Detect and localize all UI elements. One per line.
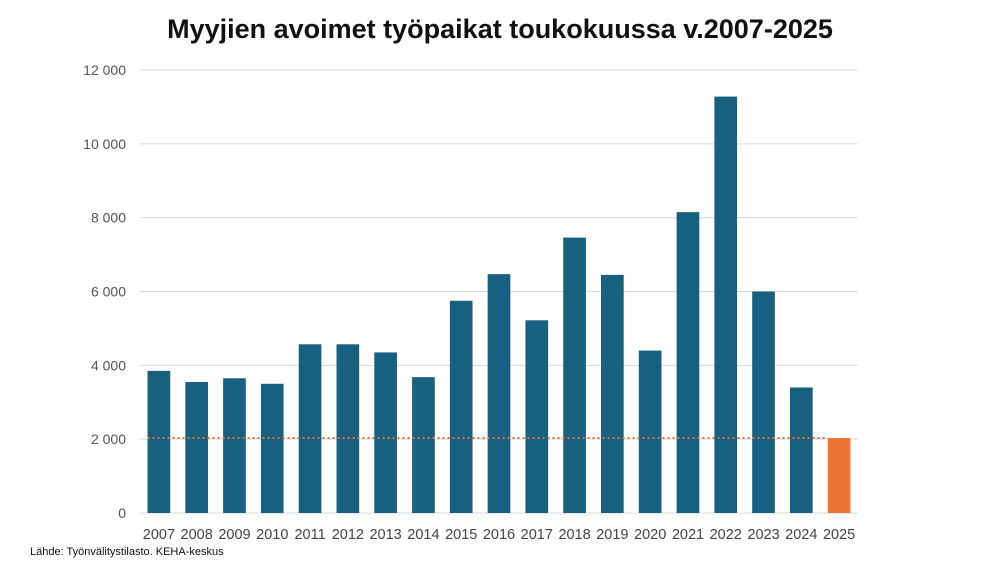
bar-2021 (676, 212, 700, 514)
y-tick-label: 8 000 (91, 210, 126, 226)
bar-2008 (185, 381, 209, 513)
bar-2011 (298, 344, 322, 513)
bar-2007 (147, 370, 171, 513)
bar-2014 (412, 377, 435, 513)
bar-2016 (487, 274, 511, 513)
x-tick-label: 2018 (558, 527, 590, 543)
x-tick-label: 2012 (332, 527, 364, 543)
bar-2012 (336, 344, 360, 513)
y-axis-ticks: 0 2 000 4 000 6 000 8 000 10 000 12 000 (83, 62, 126, 521)
source-note: Lähde: Työnvälitystilasto. KEHA-keskus (30, 546, 224, 558)
x-axis-ticks: 2007 2008 2009 2010 2011 2012 2013 2014 2015 2016… (143, 527, 855, 543)
bar-2017 (525, 320, 549, 513)
x-tick-label: 2011 (294, 527, 325, 543)
bar-2019 (601, 274, 624, 513)
y-tick-label: 2 000 (91, 431, 126, 447)
x-tick-label: 2010 (256, 527, 288, 543)
y-tick-label: 12 000 (83, 62, 126, 78)
bar-2018 (563, 237, 586, 513)
bar-2023 (752, 291, 775, 513)
x-tick-label: 2025 (823, 527, 855, 543)
y-tick-label: 10 000 (83, 136, 126, 152)
bar-2025 (827, 438, 851, 513)
bar-2024 (789, 387, 813, 513)
x-tick-label: 2008 (181, 527, 213, 543)
x-tick-label: 2016 (483, 527, 515, 543)
bar-2010 (260, 383, 284, 513)
x-tick-label: 2013 (369, 527, 401, 543)
x-tick-label: 2019 (596, 527, 628, 543)
x-tick-label: 2015 (445, 527, 477, 543)
x-tick-label: 2024 (785, 527, 817, 543)
bar-2022 (714, 96, 738, 513)
bar-2015 (449, 300, 473, 513)
y-tick-label: 4 000 (91, 357, 126, 373)
x-tick-label: 2020 (634, 527, 666, 543)
chart-title: Myyjien avoimet työpaikat toukokuussa v.… (167, 14, 833, 44)
x-tick-label: 2021 (672, 527, 704, 543)
bars (147, 96, 851, 514)
x-tick-label: 2023 (747, 527, 779, 543)
bar-2020 (638, 350, 662, 513)
bar-2013 (374, 352, 397, 513)
x-tick-label: 2007 (143, 527, 175, 543)
y-tick-label: 0 (118, 505, 126, 521)
x-tick-label: 2014 (407, 527, 439, 543)
y-tick-label: 6 000 (91, 284, 126, 300)
x-tick-label: 2009 (218, 527, 250, 543)
bar-2009 (223, 378, 246, 513)
x-tick-label: 2022 (710, 527, 742, 543)
x-tick-label: 2017 (521, 527, 553, 543)
